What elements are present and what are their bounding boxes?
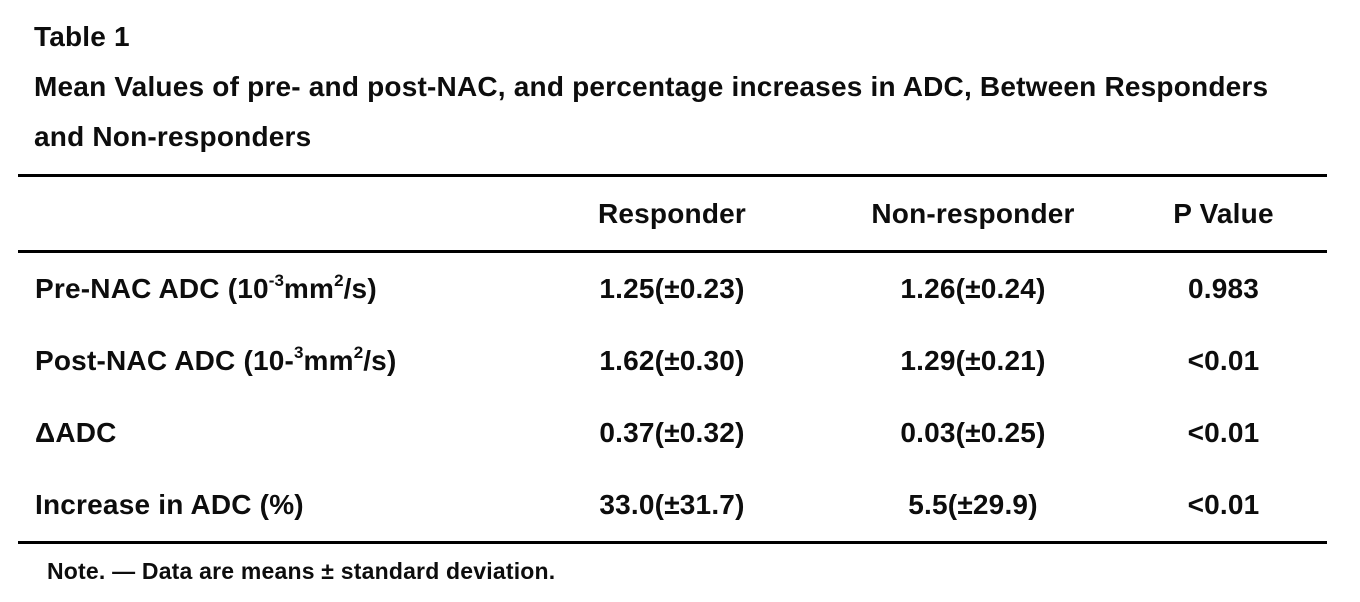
cell-non-responder: 5.5(±29.9) <box>908 489 1038 520</box>
cell-p-value: <0.01 <box>1187 345 1260 376</box>
table-title-block: Table 1 Mean Values of pre- and post-NAC… <box>34 12 1360 162</box>
column-header-p-value: P Value <box>1173 197 1274 229</box>
row-label-superscript: -3 <box>268 271 284 290</box>
cell-responder: 33.0(±31.7) <box>599 489 745 520</box>
table-header-row: Responder Non-responder P Value <box>18 177 1327 250</box>
rule-bottom <box>18 541 1327 544</box>
row-label-text: /s) <box>363 345 397 376</box>
row-label-superscript: 2 <box>334 271 344 290</box>
cell-non-responder: 1.26(±0.24) <box>900 273 1046 304</box>
row-label-text: Pre-NAC ADC (10 <box>35 273 269 304</box>
cell-responder: 0.37(±0.32) <box>599 417 745 448</box>
row-label-text: mm <box>283 273 335 304</box>
table-row: Increase in ADC (%) 33.0(±31.7) 5.5(±29.… <box>18 469 1327 541</box>
cell-non-responder: 0.03(±0.25) <box>900 417 1046 448</box>
rule-header-bottom <box>18 250 1327 253</box>
table-caption-line2: and Non-responders <box>34 121 312 152</box>
table-row: Post-NAC ADC (10-3mm2/s) 1.62(±0.30) 1.2… <box>18 325 1327 397</box>
row-label: ΔADC <box>18 417 518 449</box>
row-label-text: Post-NAC ADC (10- <box>35 345 295 376</box>
row-label-superscript: 3 <box>294 343 304 362</box>
cell-p-value: 0.983 <box>1187 273 1260 304</box>
cell-responder: 1.62(±0.30) <box>599 345 745 376</box>
row-label: Pre-NAC ADC (10-3mm2/s) <box>18 271 518 305</box>
row-label-superscript: 2 <box>353 343 364 362</box>
column-header-responder: Responder <box>597 197 747 229</box>
data-table: Responder Non-responder P Value Pre-NAC … <box>18 174 1327 544</box>
cell-p-value: <0.01 <box>1187 417 1260 448</box>
column-header-non-responder: Non-responder <box>871 197 1075 229</box>
cell-responder: 1.25(±0.23) <box>599 273 745 304</box>
row-label-text: ΔADC <box>35 417 117 448</box>
row-label: Increase in ADC (%) <box>18 489 518 521</box>
cell-p-value: <0.01 <box>1187 489 1260 520</box>
table-caption-line1: Mean Values of pre- and post-NAC, and pe… <box>34 71 1269 102</box>
row-label: Post-NAC ADC (10-3mm2/s) <box>18 343 518 377</box>
row-label-text: /s) <box>343 273 377 304</box>
row-label-text: mm <box>303 345 354 376</box>
rule-top <box>18 174 1327 177</box>
table-note: Note. — Data are means ± standard deviat… <box>47 558 556 584</box>
row-label-text: Increase in ADC (%) <box>35 489 304 520</box>
table-label: Table 1 <box>34 21 130 52</box>
table-row: Pre-NAC ADC (10-3mm2/s) 1.25(±0.23) 1.26… <box>18 253 1327 325</box>
table-row: ΔADC 0.37(±0.32) 0.03(±0.25) <0.01 <box>18 397 1327 469</box>
cell-non-responder: 1.29(±0.21) <box>900 345 1046 376</box>
